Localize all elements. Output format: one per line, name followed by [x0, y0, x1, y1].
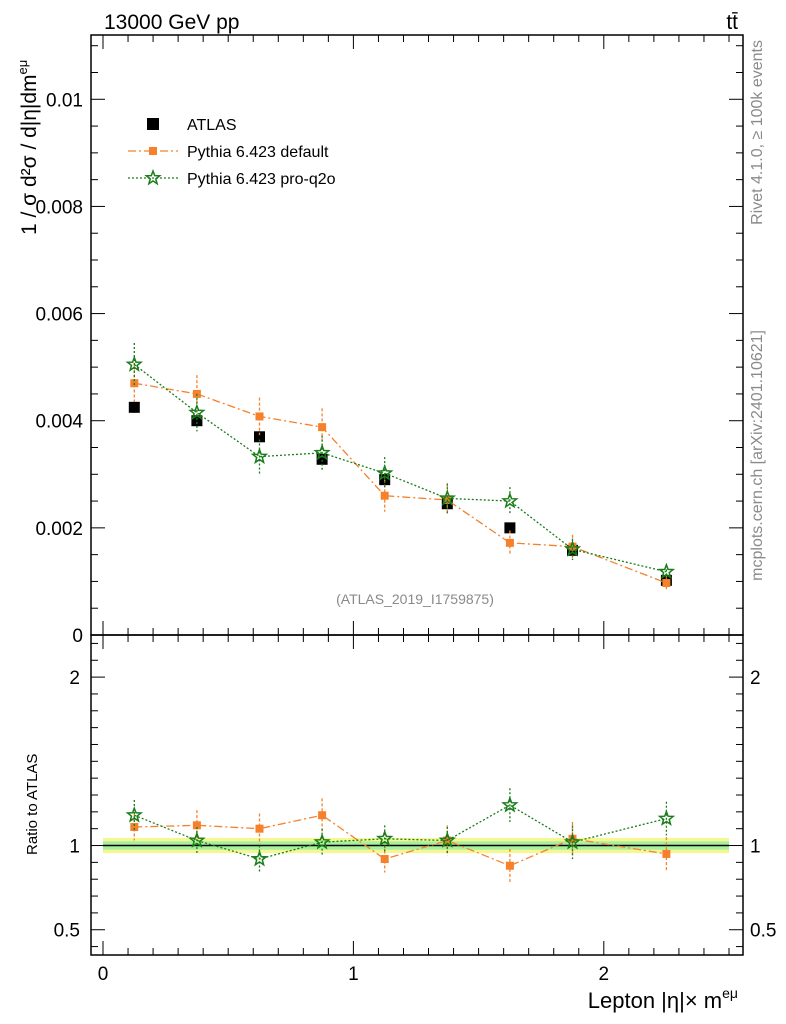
- ratio-plot-panel: 0.5 0.5 1 1 2 2 0 1 2: [54, 634, 776, 985]
- x-axis-title: Lepton |η|× m: [588, 988, 722, 1013]
- ratio-pythia-proq2o-point: [563, 833, 582, 850]
- legend-marker-atlas: [147, 118, 159, 130]
- ratio-pythia-default-point: [130, 823, 139, 831]
- main-y-axis-sup: eμ: [15, 60, 30, 75]
- ratio-pythia-proq2o-point: [657, 809, 676, 826]
- ratio-y-tick-label-right: 2: [750, 668, 761, 689]
- main-y-axis-label: 1 / σ d²σ / d|η|dmeμ: [15, 60, 41, 235]
- ratio-pythia-proq2o-point: [438, 831, 457, 848]
- pythia-proq2o-point: [657, 562, 676, 580]
- ratio-y-tick-label: 1: [69, 837, 80, 858]
- legend: ATLAS Pythia 6.423 default Pythia 6.423 pr…: [128, 117, 336, 188]
- energy-label: 13000 GeV pp: [104, 11, 239, 34]
- x-tick-label: 0: [98, 964, 109, 985]
- pythia-default-point: [318, 423, 327, 432]
- pythia-proq2o-point: [188, 403, 206, 421]
- pythia-proq2o-point: [563, 540, 582, 557]
- ratio-pythia-default-point: [380, 855, 389, 863]
- ratio-y-axis-label: Ratio to ATLAS: [24, 754, 41, 855]
- pythia-proq2o-point: [313, 443, 331, 461]
- ratio-pythia-default-point: [318, 811, 327, 820]
- main-y-axis-title: 1 / σ d²σ / d|η|dm: [18, 74, 41, 235]
- atlas-point: [316, 453, 328, 465]
- x-tick-label: 1: [348, 964, 359, 985]
- pythia-default-point: [662, 579, 671, 588]
- pythia-proq2o-point: [375, 464, 394, 481]
- ratio-pythia-default-point: [505, 861, 514, 870]
- main-y-tick-label: 0: [72, 626, 83, 647]
- legend-marker-proq2o: [144, 168, 162, 186]
- atlas-point: [254, 431, 265, 443]
- pythia-proq2o-line: [133, 363, 667, 573]
- atlas-point: [191, 415, 203, 427]
- process-label: tt̄: [726, 11, 738, 34]
- x-tick-label: 2: [599, 964, 610, 985]
- x-axis-sup: eμ: [722, 985, 738, 1001]
- x-axis-label: Lepton |η|× meμ: [588, 985, 738, 1013]
- ratio-pythia-default-point: [662, 849, 671, 858]
- main-y-tick-label: 0.008: [35, 197, 83, 218]
- legend-label: Pythia 6.423 default: [187, 144, 329, 161]
- pythia-proq2o-point: [438, 489, 457, 506]
- legend-marker-default: [149, 147, 157, 155]
- ratio-y-tick-label: 0.5: [54, 921, 80, 942]
- main-y-tick-label: 0.01: [46, 90, 83, 111]
- main-y-axis-text: 1 / σ d²σ / d|η|dmeμ: [15, 60, 41, 235]
- rivet-label: Rivet 4.1.0, ≥ 100k events: [749, 40, 766, 225]
- ratio-pythia-proq2o-point: [125, 806, 144, 823]
- ratio-y-tick-label: 2: [69, 668, 80, 689]
- ratio-pythia-proq2o-point: [313, 833, 331, 850]
- atlas-point: [128, 401, 140, 413]
- legend-label: ATLAS: [187, 117, 237, 134]
- main-y-tick-label: 0.002: [35, 519, 83, 540]
- ratio-pythia-default-point: [192, 821, 201, 830]
- pythia-default-point: [505, 538, 514, 547]
- ratio-plot-frame: [90, 634, 744, 956]
- pythia-default-point: [380, 491, 389, 500]
- ratio-pythia-proq2o-point: [375, 829, 394, 847]
- ratio-y-tick-label-right: 0.5: [750, 921, 776, 942]
- ratio-pythia-proq2o-point: [501, 795, 519, 813]
- legend-label: Pythia 6.423 pro-q2o: [187, 171, 336, 188]
- pythia-proq2o-point: [501, 491, 519, 509]
- ratio-pythia-proq2o-point: [188, 831, 206, 848]
- ratio-y-tick-label-right: 1: [750, 837, 761, 858]
- main-y-tick-label: 0.006: [35, 305, 83, 326]
- mcplots-label: mcplots.cern.ch [arXiv:2401.10621]: [749, 330, 766, 581]
- ratio-pythia-default-line: [134, 814, 667, 867]
- main-y-tick-label: 0.004: [35, 412, 83, 433]
- pythia-default-line: [134, 382, 667, 584]
- ratio-y-axis-title: Ratio to ATLAS: [24, 754, 41, 855]
- analysis-watermark: (ATLAS_2019_I1759875): [336, 591, 494, 607]
- pythia-proq2o-point: [125, 355, 144, 372]
- pythia-proq2o-point: [250, 447, 269, 465]
- atlas-point: [504, 522, 516, 534]
- pythia-default-point: [255, 412, 264, 421]
- ratio-pythia-proq2o-point: [250, 849, 269, 867]
- ratio-pythia-default-point: [255, 824, 264, 833]
- main-plot-panel: 0 0.002 0.004 0.006 0.008 0.01: [35, 34, 744, 647]
